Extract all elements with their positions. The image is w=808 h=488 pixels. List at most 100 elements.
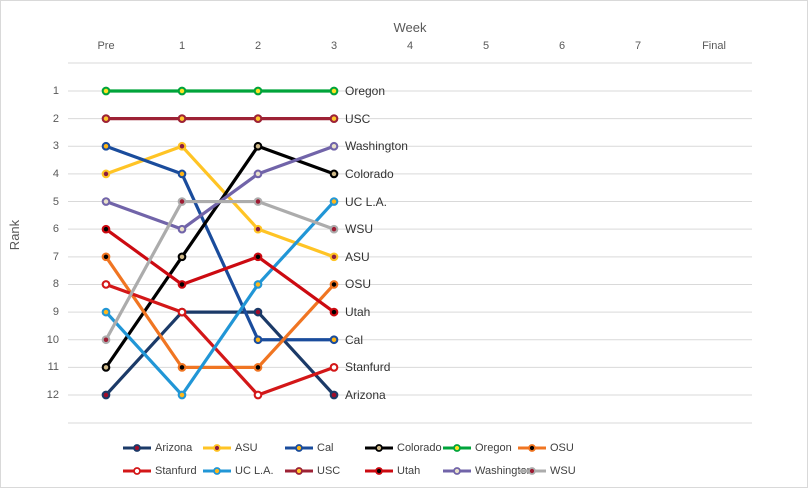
data-point-marker [329,169,339,179]
series-end-label: Oregon [345,84,386,98]
y-tick-label: 8 [52,278,59,291]
y-tick-label: 9 [52,306,59,319]
y-tick-label: 10 [46,333,59,346]
x-tick-label: 5 [482,40,490,52]
data-point-marker [101,280,111,289]
legend-marker-swatch [295,467,303,475]
y-tick-label: 7 [52,250,59,263]
legend-key-icon [203,467,231,475]
legend-marker-swatch [375,444,383,452]
data-point-marker [253,307,263,317]
legend-item-stanfurd: Stanfurd [122,464,197,478]
data-point-marker [253,390,263,400]
data-point-marker [177,141,187,151]
legend-item-osu: OSU [517,441,574,455]
data-point-marker [101,114,111,123]
data-point-marker [329,141,339,151]
legend-key-icon [443,467,471,475]
series-end-label: Arizona [345,388,386,402]
x-tick-label: 2 [254,40,262,52]
legend-key-icon [123,444,151,452]
legend-label: OSU [550,442,574,454]
legend-label: USC [317,465,341,477]
data-point-marker [329,114,339,123]
data-point-marker [101,252,111,262]
legend-key-icon [365,467,393,475]
series-end-label: UC L.A. [345,194,388,209]
series-end-label: ASU [345,249,370,264]
legend-item-utah: Utah [364,464,420,478]
data-point-marker [177,169,187,179]
data-point-marker [329,197,339,206]
data-point-marker [253,141,263,151]
y-tick-label: 1 [52,85,59,97]
legend-key-icon [365,444,393,452]
data-point-marker [253,224,263,234]
legend-item-colorado: Colorado [364,441,442,455]
data-point-marker [177,224,187,234]
legend-marker-swatch [528,444,536,452]
data-point-marker [329,224,339,234]
legend-marker-swatch [453,444,461,452]
legend-label: Oregon [475,442,512,454]
data-point-marker [329,390,339,400]
data-point-marker [101,363,111,372]
data-point-marker [101,141,111,151]
legend-label: Stanfurd [155,465,197,477]
series-end-label: Stanfurd [345,360,391,375]
x-tick-label: 1 [178,40,186,52]
legend-label: Washington [475,465,533,477]
legend-key-icon [285,467,313,475]
series-end-label: Utah [345,305,371,320]
legend-item-uc-l-a-: UC L.A. [202,464,274,478]
legend-marker-swatch [528,467,536,475]
data-point-marker [101,169,111,179]
data-point-marker [101,335,111,345]
data-point-marker [177,86,187,96]
series-end-label: Washington [345,139,408,154]
legend-marker-swatch [453,467,461,475]
data-point-marker [253,335,263,345]
legend-label: Utah [397,465,421,477]
series-line-cal [104,144,336,342]
legend-key-icon [285,444,313,452]
data-point-marker [101,86,111,96]
series-end-label: Colorado [345,166,394,181]
series-line-stanfurd [104,282,336,397]
legend-item-oregon: Oregon [442,441,512,455]
series-end-label: WSU [345,222,373,237]
legend-label: ASU [235,442,258,454]
y-tick-label: 3 [52,140,59,153]
series-line-osu [104,255,336,369]
legend-marker-swatch [375,467,383,475]
data-point-marker [177,307,187,317]
series-line-wsu [104,199,336,342]
legend-key-icon [518,467,546,475]
data-point-marker [253,86,263,96]
legend-item-asu: ASU [202,441,258,455]
legend-item-washington: Washington [442,464,533,478]
x-tick-label: 7 [634,40,642,52]
legend-item-wsu: WSU [517,464,576,478]
y-tick-label: 4 [52,167,59,180]
x-tick-label: 3 [330,40,338,52]
legend-label: Cal [317,442,334,454]
legend-key-icon [123,467,151,475]
series-line-uc-l-a- [104,199,336,397]
data-point-marker [253,252,263,262]
legend-label: Colorado [397,442,442,454]
legend-label: UC L.A. [235,465,274,477]
data-point-marker [253,169,263,179]
data-point-marker [101,197,111,206]
data-point-marker [177,363,187,372]
series-end-label: Cal [345,332,364,347]
x-tick-label: 4 [406,40,414,52]
data-point-marker [177,280,187,289]
legend-marker-swatch [133,444,141,452]
legend-marker-swatch [133,467,141,475]
chart-title: Week [393,20,427,35]
y-tick-label: 2 [52,112,59,125]
legend-item-cal: Cal [284,441,334,455]
legend-item-usc: USC [284,464,340,478]
data-point-marker [177,197,187,206]
